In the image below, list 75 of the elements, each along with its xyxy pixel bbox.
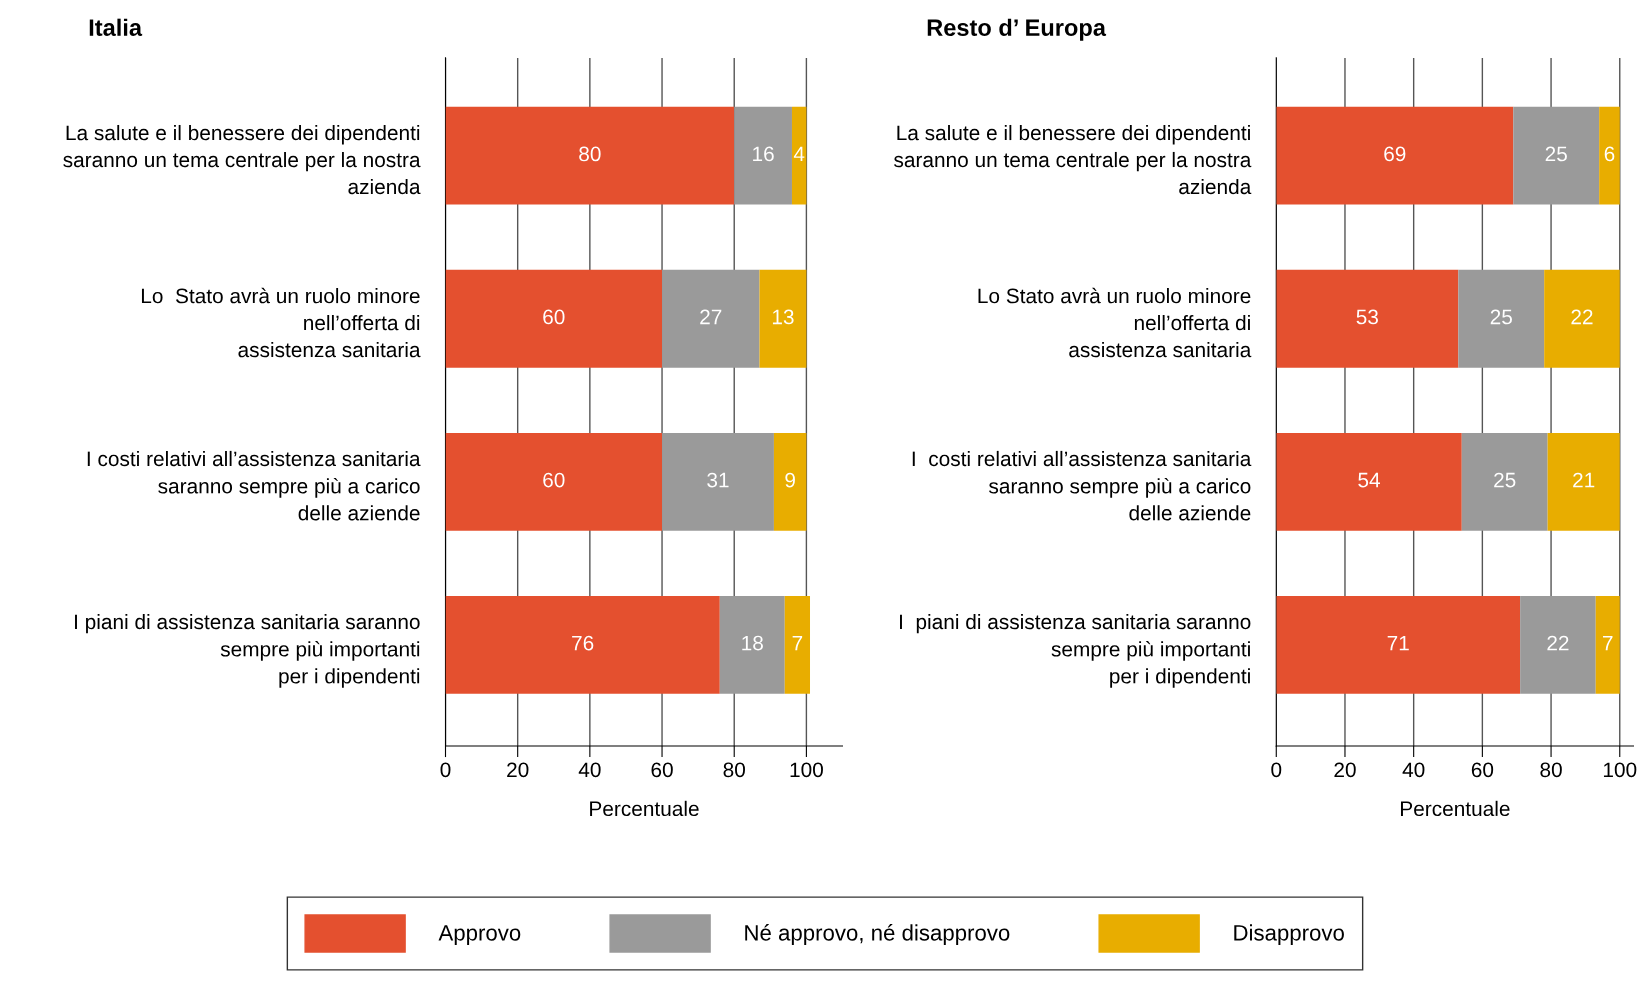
y-tick-label: I costi relativi all’assistenza sanitaria saranno sempre più a carico delle aziende [87,450,421,521]
x-tick-label: 100 [790,762,823,778]
data-label: 31 [707,472,729,488]
x-axis-title: Percentuale [590,800,699,817]
bar [1513,106,1600,205]
text: Resto d’ Europa [927,18,1107,41]
data-label: 54 [1358,472,1380,488]
bar [791,106,807,205]
bar [759,269,807,368]
bar [1595,595,1620,694]
bar [662,432,774,531]
data-label: 27 [700,309,722,325]
data-label: 60 [543,472,565,488]
data-label: 18 [742,635,763,651]
legend-label: Approvo [438,925,521,946]
bar [1461,432,1548,531]
bar [445,432,663,531]
x-tick-label: 100 [1603,762,1637,778]
bar [1599,106,1620,205]
legend-label: Né approvo, né disapprovo [745,924,1010,946]
y-tick-label: I piani di assistenza sanitaria saranno sempre più importanti per i dipendenti [900,613,1251,688]
data-label: 71 [1387,635,1409,651]
bar [784,595,811,694]
x-tick-label: 60 [651,762,673,778]
y-tick-label: La salute e il benessere dei dipendenti saranno un tema centrale per la nostra azienda [894,124,1252,195]
data-label: 21 [1573,472,1595,488]
data-label: 6 [1604,146,1615,162]
x-tick-label: 0 [1271,762,1282,778]
data-label: 7 [792,635,803,651]
legend-label: Disapprovo [1234,924,1344,946]
data-label: 4 [793,146,805,162]
bar [445,595,720,694]
x-tick-label: 80 [723,762,745,778]
bar [1276,432,1462,531]
data-label: 7 [1603,635,1613,651]
y-tick-label: La salute e il benessere dei dipendenti saranno un tema centrale per la nostra azienda [63,124,421,195]
data-label: 76 [572,635,594,651]
text: Italia [89,18,143,37]
x-tick-label: 40 [578,762,601,778]
bar [1520,595,1596,694]
bar [1276,269,1459,368]
data-label: 25 [1490,309,1512,325]
bar [734,106,792,205]
bar [1276,106,1514,205]
data-label: 80 [579,146,601,162]
data-label: 22 [1571,309,1593,325]
y-tick-label: I piani di assistenza sanitaria saranno sempre più importanti per i dipendenti [75,613,420,688]
bar [1458,269,1545,368]
x-tick-label: 20 [1334,762,1356,778]
data-label: 25 [1494,472,1516,488]
y-tick-label: I costi relativi all’assistenza sanitaria saranno sempre più a carico delle aziende [912,450,1252,521]
data-label: 69 [1384,146,1406,162]
x-axis-title: Percentuale [1401,800,1510,817]
data-label: 22 [1547,635,1569,651]
x-tick-label: 80 [1540,762,1562,778]
y-tick-label: Lo Stato avrà un ruolo minore nell’offerta di assistenza sanitaria [141,287,421,358]
x-tick-label: 20 [507,762,529,778]
bar [719,595,785,694]
data-label: 25 [1545,146,1567,162]
data-label: 9 [785,472,795,488]
data-label: 53 [1356,309,1378,325]
data-label: 13 [772,309,794,325]
x-tick-label: 40 [1402,762,1425,778]
y-tick-label: Lo Stato avrà un ruolo minore nell’offerta di assistenza sanitaria [978,287,1252,358]
data-label: 16 [753,146,774,162]
bar [445,269,663,368]
bar [1544,269,1620,368]
x-tick-label: 60 [1471,762,1494,778]
x-tick-label: 0 [440,762,451,778]
bar [662,269,760,368]
data-label: 60 [543,309,565,325]
bar [1547,432,1620,531]
bar [445,106,735,205]
bar [1276,595,1521,694]
bar [773,432,807,531]
